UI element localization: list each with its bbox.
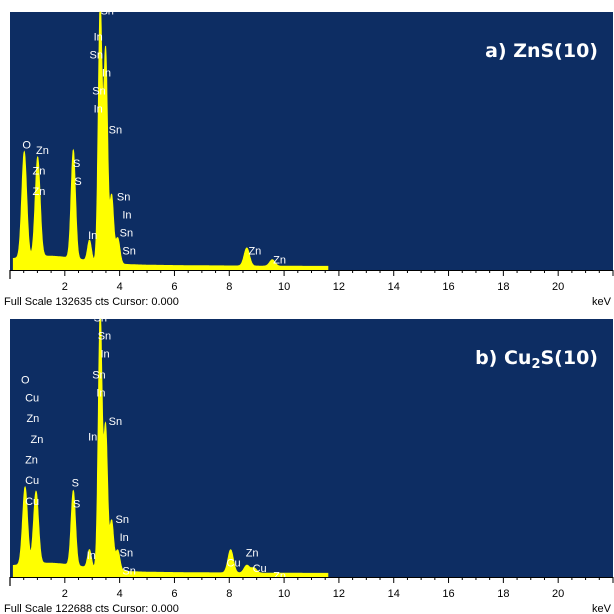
x-tick-label: 4 bbox=[117, 281, 123, 293]
peak-annotation: S bbox=[72, 478, 79, 490]
x-tick-label: 18 bbox=[497, 588, 509, 600]
spectrum-panel-a: Sn In Sn In Sn In Sn O Zn Zn Zn S S Sn In In Sn Sn Zn Zn a) … bbox=[0, 6, 614, 307]
panel-title: a) ZnS(10) bbox=[485, 40, 598, 62]
peak-annotation: Zn bbox=[25, 454, 38, 466]
x-tick-label: 12 bbox=[333, 281, 345, 293]
x-axis-unit: keV bbox=[592, 603, 612, 614]
title-tail: S(10) bbox=[541, 347, 599, 369]
peak-annotation: Sn bbox=[122, 565, 135, 577]
x-tick-label: 10 bbox=[278, 281, 290, 293]
peak-annotation: Zn bbox=[31, 434, 44, 446]
panel-title: b) Cu2S(10) bbox=[475, 347, 598, 372]
spectrum-trace bbox=[12, 11, 329, 271]
peak-annotation: Zn bbox=[26, 413, 39, 425]
x-tick-label: 4 bbox=[117, 588, 123, 600]
peak-annotation: In bbox=[100, 349, 109, 361]
x-tick-label: 6 bbox=[171, 281, 177, 293]
title-subscript: 2 bbox=[531, 357, 540, 372]
axis-strip bbox=[0, 270, 614, 307]
peak-annotation: Sn bbox=[116, 514, 129, 526]
peak-annotation: Zn bbox=[32, 166, 45, 178]
x-tick-label: 2 bbox=[62, 588, 68, 600]
x-tick-label: 16 bbox=[442, 588, 454, 600]
peak-annotation: Sn bbox=[92, 369, 105, 381]
peak-annotation: In bbox=[94, 104, 103, 116]
peak-annotation: Sn bbox=[117, 191, 130, 203]
x-tick-label: 20 bbox=[552, 281, 564, 293]
peak-annotation: Sn bbox=[89, 49, 102, 61]
x-tick-label: 10 bbox=[278, 588, 290, 600]
peak-annotation: Sn bbox=[120, 227, 133, 239]
peak-annotation: In bbox=[102, 68, 111, 80]
x-tick-label: 6 bbox=[171, 588, 177, 600]
peak-annotation: In bbox=[94, 31, 103, 43]
x-tick-label: 12 bbox=[333, 588, 345, 600]
x-axis-unit: keV bbox=[592, 296, 612, 307]
x-tick-label: 20 bbox=[552, 588, 564, 600]
peak-annotation: Zn bbox=[36, 145, 49, 157]
x-tick-label: 16 bbox=[442, 281, 454, 293]
x-tick-label: 14 bbox=[388, 588, 400, 600]
peak-annotation: In bbox=[122, 209, 131, 221]
peak-annotation: Cu bbox=[227, 558, 241, 570]
peak-annotation: In bbox=[88, 230, 97, 242]
peak-annotation: Sn bbox=[122, 246, 135, 258]
axis-strip bbox=[0, 577, 614, 614]
peak-annotation: Sn bbox=[98, 331, 111, 343]
peak-annotation: Sn bbox=[120, 547, 133, 559]
peak-annotation: Cu bbox=[253, 563, 267, 575]
x-tick-label: 14 bbox=[388, 281, 400, 293]
spectrum-trace bbox=[12, 318, 329, 578]
x-tick-label: 8 bbox=[226, 588, 232, 600]
peak-annotation: Sn bbox=[92, 86, 105, 98]
peak-annotation: In bbox=[96, 387, 105, 399]
peak-annotation: O bbox=[22, 140, 31, 152]
peak-annotation: Zn bbox=[32, 186, 45, 198]
x-tick-label: 8 bbox=[226, 281, 232, 293]
spectrum-panel-b: Sn Sn In Sn In In Sn O Cu Zn Zn Zn Cu Cu S S Sn In Sn In Sn Z… bbox=[0, 307, 614, 614]
peak-annotation: S bbox=[73, 498, 80, 510]
peak-annotation: In bbox=[87, 550, 96, 562]
spectrum-chart-b: Sn Sn In Sn In In Sn O Cu Zn Zn Zn Cu Cu SS Sn In Sn In Sn Z… bbox=[0, 313, 614, 614]
peak-annotation: Zn bbox=[273, 255, 286, 267]
peak-annotation: Zn bbox=[246, 547, 259, 559]
peak-annotation: Sn bbox=[94, 313, 107, 325]
full-scale-status: Full Scale 122688 cts Cursor: 0.000 bbox=[4, 603, 179, 614]
peak-annotation: Cu bbox=[25, 475, 39, 487]
x-tick-label: 2 bbox=[62, 281, 68, 293]
peak-annotation: Sn bbox=[109, 416, 122, 428]
peak-annotation: Cu bbox=[25, 496, 39, 508]
peak-annotation: Zn bbox=[248, 246, 261, 258]
peak-annotation: Cu bbox=[25, 393, 39, 405]
x-tick-label: 18 bbox=[497, 281, 509, 293]
peak-annotation: In bbox=[88, 431, 97, 443]
full-scale-status: Full Scale 132635 cts Cursor: 0.000 bbox=[4, 296, 179, 307]
peak-annotation: S bbox=[74, 176, 81, 188]
peak-annotation: Sn bbox=[100, 6, 113, 18]
title-main: b) Cu bbox=[475, 347, 531, 369]
peak-annotation: In bbox=[120, 532, 129, 544]
peak-annotation: S bbox=[73, 158, 80, 170]
peak-annotation: O bbox=[21, 375, 30, 387]
peak-annotation: Sn bbox=[109, 124, 122, 136]
